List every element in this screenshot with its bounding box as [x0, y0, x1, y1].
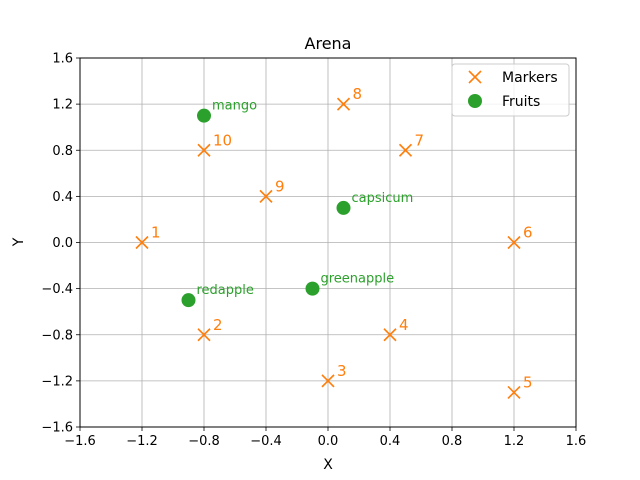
y-tick-label: −1.2 — [41, 374, 73, 389]
marker-point — [321, 374, 335, 388]
marker-point — [336, 97, 351, 111]
fruit-point-label: capsicum — [352, 191, 414, 206]
legend: Markers Fruits — [451, 63, 570, 117]
x-tick-label: −1.2 — [126, 434, 158, 449]
y-tick-label: 1.6 — [52, 52, 73, 67]
marker-point-label: 9 — [275, 177, 285, 195]
fruit-point-label: greenapple — [321, 272, 395, 287]
axis-ticks: −1.6 −1.2 −0.8 −0.4 0.0 0.4 0.8 1.2 1.6 −1.6 −1.2 −… — [41, 52, 586, 450]
y-tick-label: 0.4 — [52, 190, 73, 205]
x-tick-label: −0.8 — [188, 434, 220, 449]
x-tick-label: 0.0 — [318, 434, 339, 449]
marker-point-label: 3 — [337, 362, 347, 380]
marker-point-label: 1 — [151, 224, 161, 242]
x-marker — [383, 328, 397, 342]
x-tick-label: 0.4 — [380, 434, 401, 449]
marker-point — [259, 189, 273, 203]
x-tick-label: 0.8 — [442, 434, 463, 449]
marker-point — [197, 143, 211, 157]
marker-point-label: 2 — [213, 316, 223, 334]
legend-label: Markers — [502, 70, 558, 86]
y-tick-label: 1.2 — [52, 98, 73, 113]
fruit-point — [197, 108, 211, 123]
x-marker — [197, 328, 211, 342]
x-axis-label: X — [323, 457, 333, 473]
marker-point — [398, 143, 413, 157]
marker-point — [507, 235, 521, 250]
legend-marker-circle — [468, 94, 482, 108]
marker-point-label: 5 — [523, 373, 533, 391]
x-marker — [259, 189, 273, 203]
marker-point-label: 4 — [399, 316, 409, 334]
marker-point-label: 7 — [415, 131, 425, 149]
marker-point — [383, 328, 397, 342]
x-marker — [398, 143, 413, 157]
x-tick-label: −0.4 — [250, 434, 282, 449]
legend-label: Fruits — [502, 94, 540, 110]
x-tick-label: 1.6 — [566, 434, 587, 449]
x-marker — [197, 143, 211, 157]
marker-point-label: 6 — [523, 224, 533, 242]
marker-point — [135, 235, 149, 250]
marker-point-label: 8 — [353, 85, 363, 103]
x-marker — [507, 385, 521, 399]
x-marker — [507, 235, 521, 250]
legend-marker-x — [468, 70, 482, 84]
y-tick-label: −0.8 — [41, 328, 73, 343]
x-tick-label: −1.6 — [64, 434, 96, 449]
fruit-point — [305, 281, 320, 296]
x-marker — [135, 235, 149, 250]
data-points: 1 2 3 4 5 6 7 8 9 10 mango capsicum redapple greenapp… — [135, 85, 533, 399]
fruit-point — [181, 293, 196, 308]
y-tick-label: −1.6 — [41, 421, 73, 436]
fruit-point-label: mango — [212, 99, 257, 114]
x-tick-label: 1.2 — [504, 434, 525, 449]
fruit-point — [336, 200, 351, 215]
x-marker — [336, 97, 351, 111]
marker-point-label: 10 — [213, 131, 232, 149]
fruit-point-label: redapple — [197, 283, 254, 298]
y-tick-label: 0.8 — [52, 144, 73, 159]
x-marker — [321, 374, 335, 388]
marker-point — [507, 385, 521, 399]
y-tick-label: 0.0 — [52, 236, 73, 251]
chart-title: Arena — [305, 34, 352, 53]
y-axis-label: Y — [11, 237, 27, 247]
marker-point — [197, 328, 211, 342]
y-tick-label: −0.4 — [41, 282, 73, 297]
